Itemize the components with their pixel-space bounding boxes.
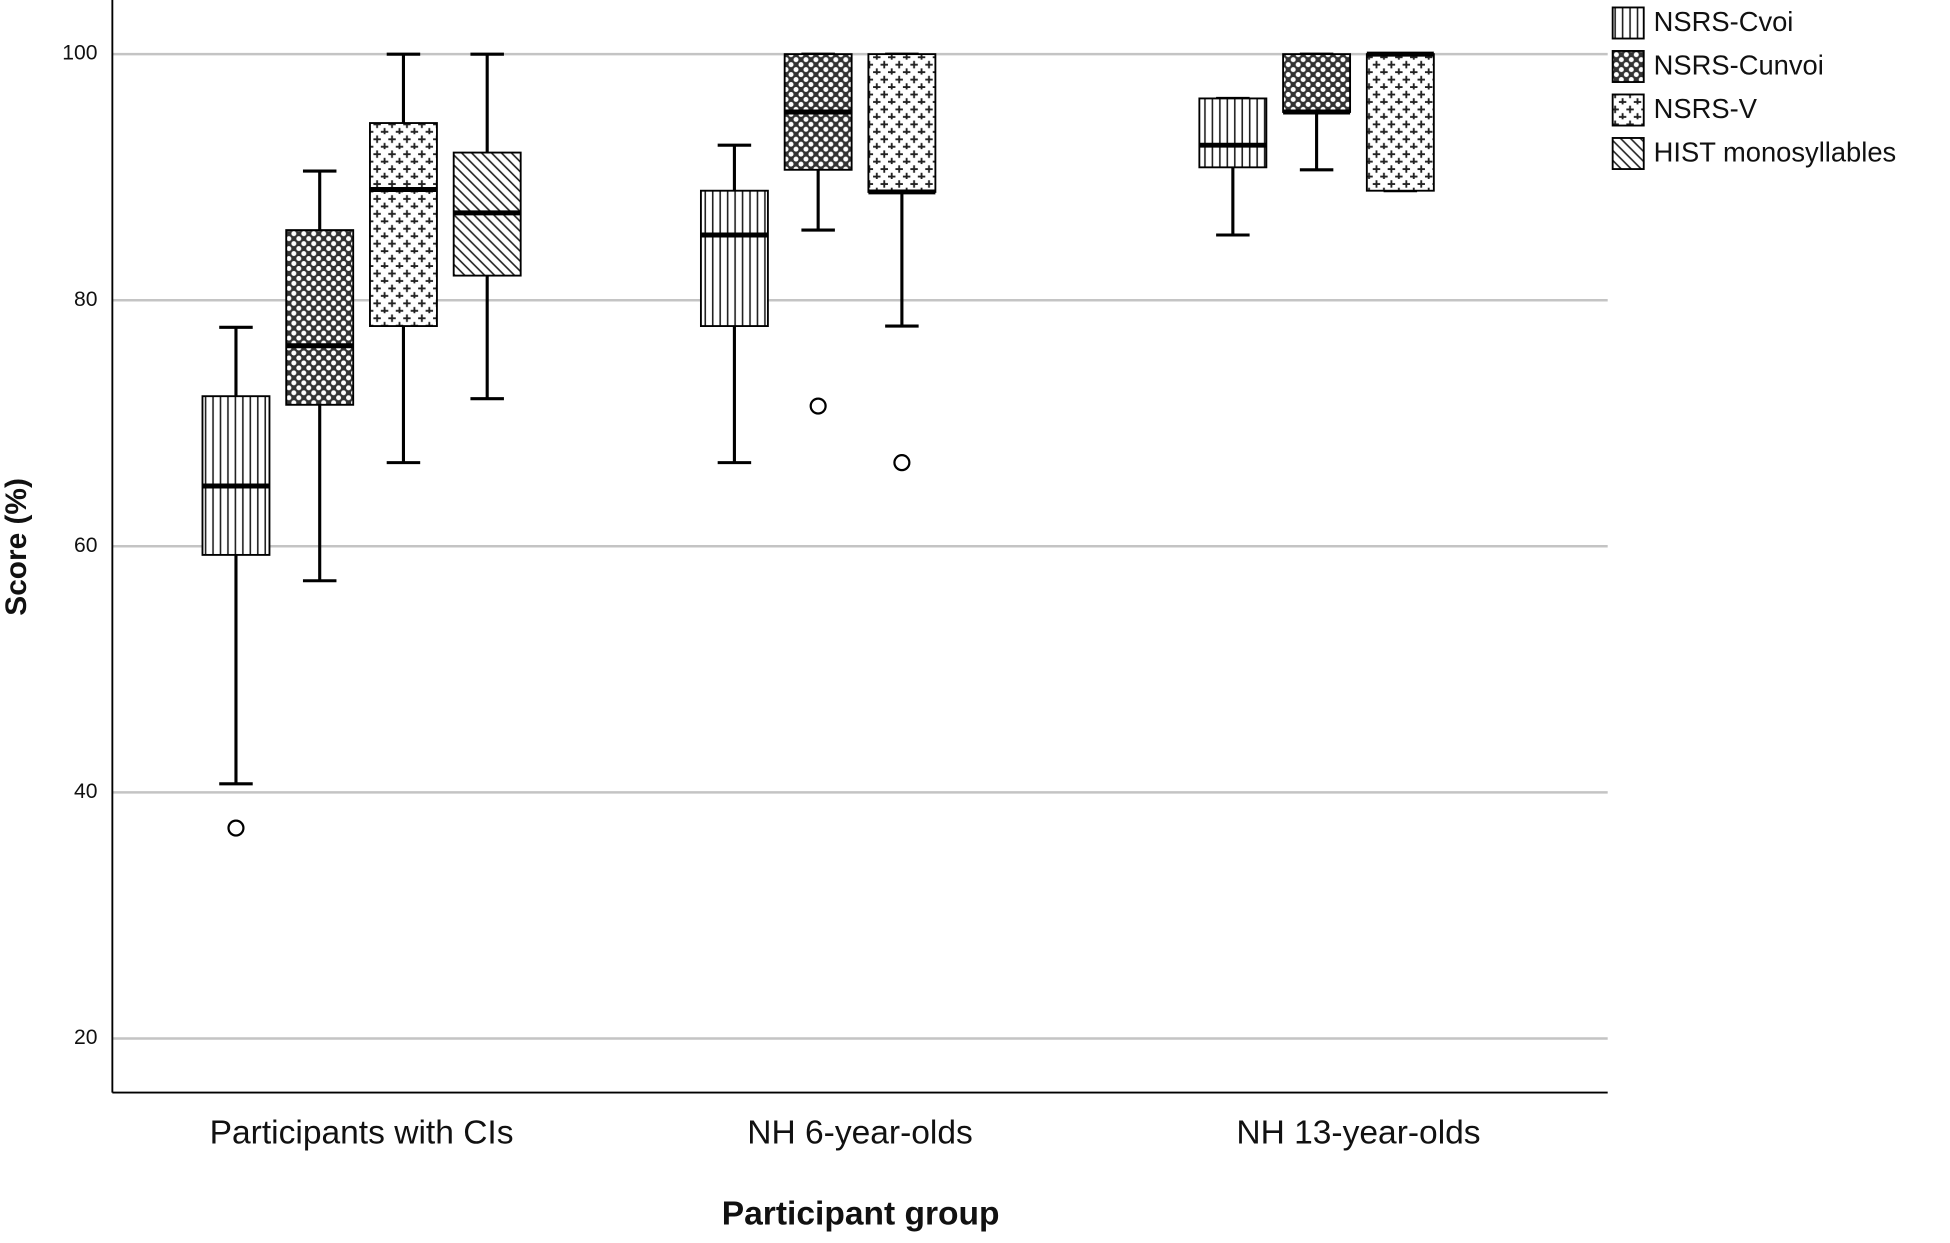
y-tick-label: 20 <box>74 1026 98 1049</box>
outlier <box>809 397 827 415</box>
box <box>1282 53 1352 113</box>
box <box>699 189 769 327</box>
box <box>1198 97 1268 169</box>
x-tick-label: Participants with CIs <box>210 1115 514 1152</box>
legend-swatch <box>1611 50 1645 83</box>
x-tick-label: NH 6-year-olds <box>747 1115 973 1152</box>
box <box>1365 53 1435 192</box>
y-tick-label: 60 <box>74 534 98 557</box>
x-tick-label: NH 13-year-olds <box>1236 1115 1480 1152</box>
legend-label: NSRS-Cunvoi <box>1654 49 1824 80</box>
y-tick-label: 80 <box>74 288 98 311</box>
legend-label: NSRS-V <box>1654 93 1758 124</box>
y-tick-label: 100 <box>62 42 97 65</box>
box <box>201 395 271 556</box>
legend-swatch <box>1611 6 1645 40</box>
legend-swatch <box>1611 93 1645 127</box>
x-axis-title: Participant group <box>722 1196 1000 1233</box>
outlier <box>227 819 245 837</box>
box <box>369 122 438 327</box>
legend-label: HIST monosyllables <box>1654 136 1897 167</box>
y-tick-label: 40 <box>74 780 98 803</box>
outlier <box>893 454 911 472</box>
legend-swatch <box>1611 137 1645 170</box>
box <box>285 229 355 406</box>
y-axis-title: Score (%) <box>0 478 33 616</box>
box <box>867 53 937 193</box>
legend-label: NSRS-Cvoi <box>1654 6 1794 37</box>
